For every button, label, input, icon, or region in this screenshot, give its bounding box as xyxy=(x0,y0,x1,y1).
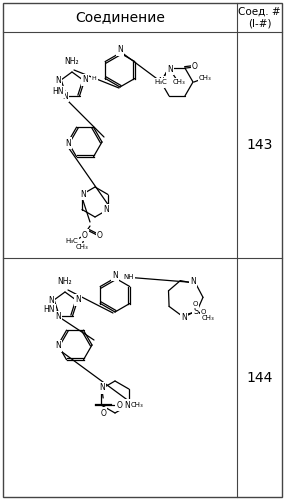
Text: N: N xyxy=(99,384,105,392)
Text: NH₂: NH₂ xyxy=(65,58,79,66)
Text: N: N xyxy=(167,64,173,74)
Text: HN: HN xyxy=(52,88,64,96)
Text: N: N xyxy=(48,296,54,306)
Text: Соединение: Соединение xyxy=(75,10,165,24)
Text: H: H xyxy=(91,76,96,80)
Text: N: N xyxy=(76,296,81,304)
Text: H₃C: H₃C xyxy=(155,79,167,85)
Text: S: S xyxy=(193,307,198,316)
Text: HN: HN xyxy=(43,306,55,314)
Text: CH₃: CH₃ xyxy=(173,79,185,85)
Text: 144: 144 xyxy=(246,370,273,384)
Text: CH₃: CH₃ xyxy=(131,402,144,408)
Text: N: N xyxy=(80,190,86,199)
Text: N: N xyxy=(124,400,130,409)
Text: O: O xyxy=(192,62,198,70)
Text: NH₂: NH₂ xyxy=(58,278,72,286)
Text: O: O xyxy=(100,408,106,418)
Text: N: N xyxy=(103,205,109,214)
Text: N: N xyxy=(181,313,186,322)
Text: N: N xyxy=(82,76,88,84)
Text: CH₃: CH₃ xyxy=(199,75,211,81)
Text: Соед. #
(I-#): Соед. # (I-#) xyxy=(238,6,281,29)
Text: N: N xyxy=(190,277,196,286)
Text: N: N xyxy=(56,312,61,321)
Text: N: N xyxy=(112,270,118,280)
Text: N: N xyxy=(55,76,60,86)
Text: N: N xyxy=(55,342,61,350)
Text: O: O xyxy=(97,230,103,239)
Text: NH: NH xyxy=(124,274,134,280)
Text: N: N xyxy=(158,78,164,86)
Text: O: O xyxy=(82,230,88,239)
Text: N: N xyxy=(62,92,68,101)
Text: N: N xyxy=(117,46,123,54)
Text: CH₃: CH₃ xyxy=(201,314,214,320)
Text: O: O xyxy=(201,308,206,314)
Text: H₃C: H₃C xyxy=(66,238,78,244)
Text: N: N xyxy=(167,64,173,74)
Text: N: N xyxy=(65,138,71,147)
Text: CH₃: CH₃ xyxy=(76,244,88,250)
Text: O: O xyxy=(193,300,198,306)
Text: 143: 143 xyxy=(246,138,273,152)
Text: O: O xyxy=(116,400,122,409)
